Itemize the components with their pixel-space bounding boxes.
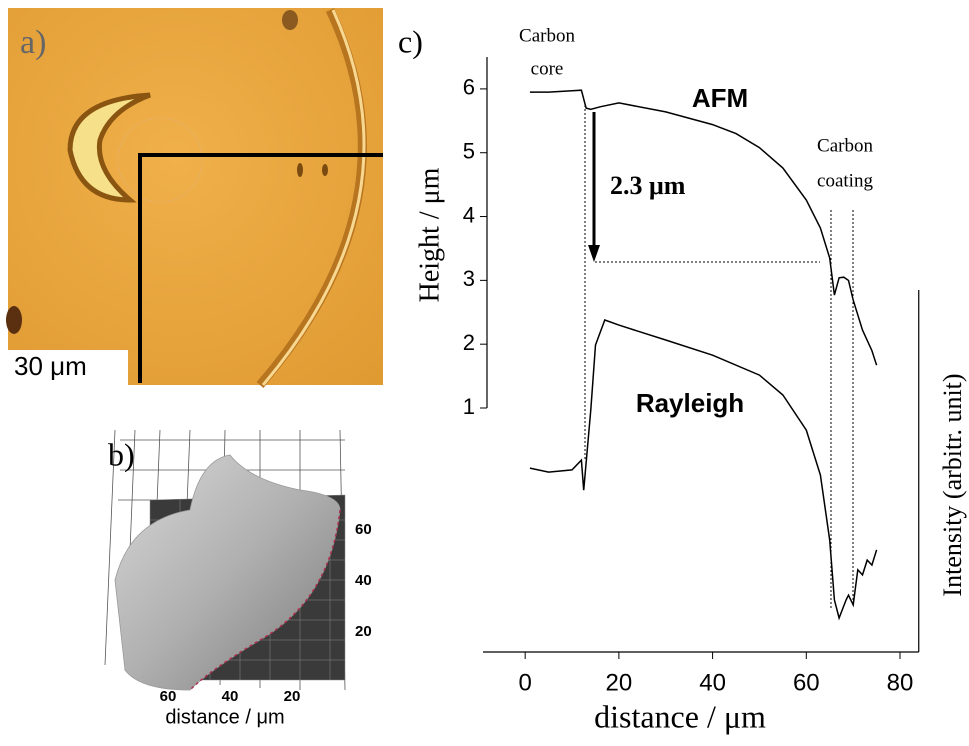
bottom-tick-label: 20 <box>284 688 301 705</box>
y2-axis-label: Intensity (arbitr. unit) <box>938 373 967 596</box>
panel-a: a) 30 μm <box>6 8 383 388</box>
speck <box>6 306 22 334</box>
ring-edge <box>256 8 367 388</box>
x-axis-label: distance / μm <box>165 706 284 728</box>
surface <box>114 454 341 691</box>
annotation: core <box>531 58 564 79</box>
annotation: Carbon <box>817 135 873 156</box>
afm-image <box>8 8 383 385</box>
x-tick-label: 80 <box>887 669 914 696</box>
annotation: 2.3 μm <box>610 171 686 200</box>
y-tick-label: 4 <box>463 202 475 227</box>
rim <box>189 509 341 691</box>
panel-c-guides <box>584 105 854 610</box>
panel-label: b) <box>108 436 135 472</box>
side-tick-label: 20 <box>355 623 372 640</box>
x-tick-label: 20 <box>606 669 633 696</box>
speck <box>322 164 328 176</box>
y-axis-label: Height / μm <box>414 167 445 302</box>
panel-label: c) <box>398 23 423 59</box>
scale-bar-box <box>8 350 128 385</box>
faint-circle <box>117 117 203 203</box>
annotation: Carbon <box>519 25 575 46</box>
scale-bar-label: 30 μm <box>14 351 87 381</box>
series-label: AFM <box>692 83 748 113</box>
x-tick-label: 0 <box>518 669 531 696</box>
y-tick-label: 5 <box>463 139 475 164</box>
bottom-tick-label: 60 <box>160 688 177 705</box>
panel-label: a) <box>20 24 46 61</box>
y-tick-label: 3 <box>463 266 475 291</box>
y-tick-label: 1 <box>463 394 475 419</box>
series-line <box>529 89 878 366</box>
crescent <box>67 92 151 203</box>
y-tick-label: 2 <box>463 330 475 355</box>
y-tick-label: 6 <box>463 75 475 100</box>
panel-b: b) distance / μm <box>104 429 346 728</box>
x-tick-label: 60 <box>793 669 820 696</box>
series-label: Rayleigh <box>636 388 744 418</box>
speck <box>282 10 298 30</box>
profile-line <box>138 153 383 383</box>
side-tick-label: 40 <box>355 572 372 589</box>
side-tick-label: 60 <box>355 521 372 538</box>
bottom-tick-label: 40 <box>222 688 239 705</box>
arrow-head <box>588 245 600 262</box>
annotation: coating <box>817 170 873 191</box>
x-axis-label: distance / μm <box>594 698 766 734</box>
ring-highlight <box>261 9 366 386</box>
speck <box>297 163 303 177</box>
x-tick-label: 40 <box>699 669 726 696</box>
series-line <box>529 319 878 621</box>
